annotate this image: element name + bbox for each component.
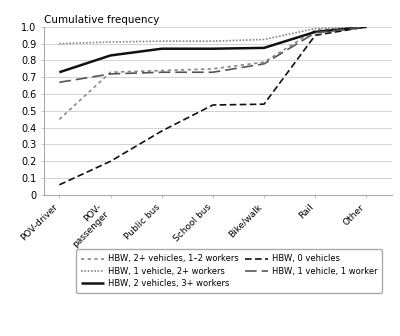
Text: Cumulative frequency: Cumulative frequency bbox=[44, 15, 159, 25]
Legend: HBW, 2+ vehicles, 1–2 workers, HBW, 1 vehicle, 2+ workers, HBW, 2 vehicles, 3+ w: HBW, 2+ vehicles, 1–2 workers, HBW, 1 ve… bbox=[76, 249, 382, 293]
